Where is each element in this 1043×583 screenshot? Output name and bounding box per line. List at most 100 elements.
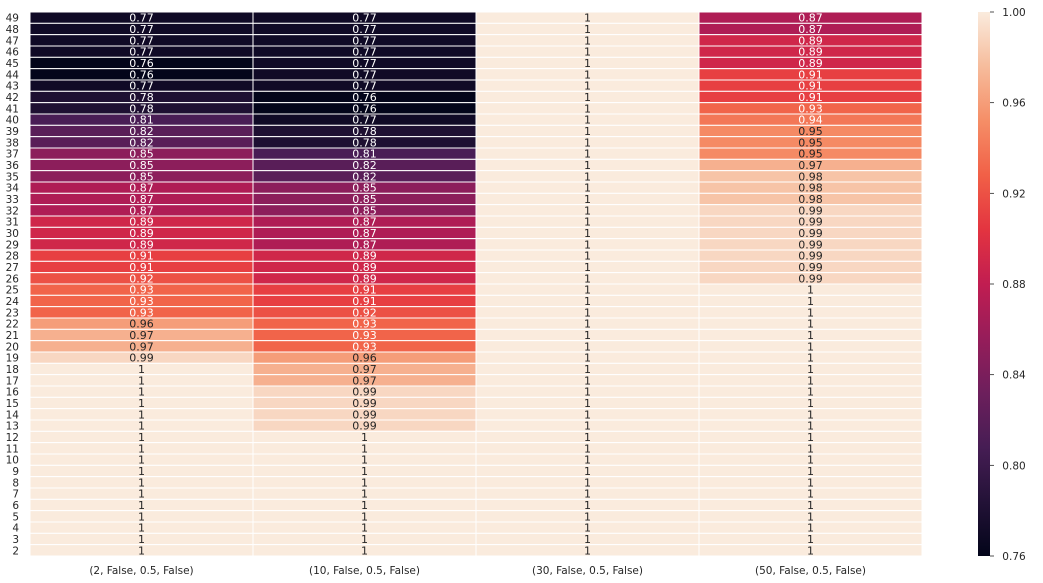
cell-value-label: 0.95: [798, 125, 823, 138]
y-tick-label: 44: [6, 69, 20, 81]
y-tick-label: 5: [12, 511, 19, 523]
y-tick-label: 23: [6, 307, 19, 319]
cell-value-label: 0.85: [129, 170, 154, 183]
cell-value-label: 1: [138, 374, 145, 387]
cell-value-label: 1: [584, 374, 591, 387]
cell-value-label: 0.99: [798, 204, 823, 217]
cell-value-label: 1: [584, 193, 591, 206]
cell-value-label: 0.77: [129, 46, 154, 59]
cell-value-label: 1: [361, 499, 368, 512]
cell-value-label: 1: [584, 510, 591, 523]
cell-value-label: 0.87: [798, 23, 823, 36]
cell-value-label: 1: [584, 488, 591, 501]
cell-value-label: 0.76: [129, 57, 154, 70]
cell-value-label: 1: [584, 159, 591, 172]
cell-value-label: 0.96: [352, 352, 377, 365]
y-tick-label: 31: [6, 217, 19, 229]
y-tick-label: 34: [6, 183, 20, 195]
y-tick-label: 9: [12, 466, 19, 478]
cell-value-label: 0.77: [129, 80, 154, 93]
cell-value-label: 1: [584, 306, 591, 319]
cell-value-label: 1: [584, 102, 591, 115]
cell-value-label: 0.89: [352, 250, 377, 263]
cell-value-label: 0.85: [352, 182, 377, 195]
cell-value-label: 1: [361, 442, 368, 455]
cell-value-label: 0.85: [352, 193, 377, 206]
y-tick-label: 33: [6, 194, 19, 206]
cell-value-label: 0.77: [129, 34, 154, 47]
cell-value-label: 1: [584, 499, 591, 512]
cell-value-label: 1: [584, 227, 591, 240]
colorbar-tick-label: 0.88: [1002, 279, 1025, 291]
cell-value-label: 1: [584, 216, 591, 229]
y-tick-label: 30: [6, 228, 19, 240]
cell-value-label: 1: [584, 340, 591, 353]
y-tick-label: 42: [6, 92, 19, 104]
y-tick-label: 26: [6, 273, 20, 285]
cell-value-label: 0.98: [798, 170, 823, 183]
y-tick-label: 48: [6, 24, 19, 36]
cell-value-label: 0.91: [129, 261, 154, 274]
cell-value-label: 1: [807, 522, 814, 535]
cell-value-label: 0.78: [352, 136, 377, 149]
cell-value-label: 1: [138, 488, 145, 501]
cell-value-label: 0.99: [352, 420, 377, 433]
cell-value-label: 0.97: [798, 159, 823, 172]
cell-value-label: 1: [807, 420, 814, 433]
cell-value-label: 1: [584, 544, 591, 557]
y-tick-label: 19: [6, 353, 19, 365]
y-tick-label: 11: [6, 443, 19, 455]
cell-value-label: 1: [807, 488, 814, 501]
cell-value-label: 1: [584, 408, 591, 421]
cell-value-label: 0.82: [129, 125, 154, 138]
cell-value-label: 1: [584, 204, 591, 217]
cell-value-label: 0.91: [352, 295, 377, 308]
y-tick-label: 35: [6, 171, 19, 183]
cell-value-label: 1: [584, 352, 591, 365]
cell-value-label: 0.89: [129, 227, 154, 240]
cell-value-label: 0.87: [352, 216, 377, 229]
cell-value-label: 1: [138, 363, 145, 376]
cell-value-label: 1: [138, 454, 145, 467]
cell-value-label: 1: [807, 544, 814, 557]
cell-value-label: 0.77: [352, 57, 377, 70]
cell-value-label: 0.89: [798, 46, 823, 59]
cell-value-label: 0.87: [129, 182, 154, 195]
cell-value-label: 1: [807, 533, 814, 546]
y-tick-label: 36: [6, 160, 20, 172]
colorbar-gradient: [978, 12, 990, 556]
cell-value-label: 1: [361, 476, 368, 489]
cell-value-label: 0.97: [352, 374, 377, 387]
cell-value-label: 1: [584, 454, 591, 467]
x-tick-label: (10, False, 0.5, False): [309, 565, 420, 577]
cell-value-label: 0.96: [129, 318, 154, 331]
cell-value-label: 0.92: [129, 272, 154, 285]
cell-value-label: 1: [807, 408, 814, 421]
cell-value-label: 1: [361, 510, 368, 523]
cell-value-label: 0.78: [352, 125, 377, 138]
y-tick-label: 18: [6, 364, 19, 376]
y-tick-label: 12: [6, 432, 19, 444]
cell-value-label: 1: [584, 397, 591, 410]
y-tick-label: 47: [6, 35, 19, 47]
cell-value-label: 0.92: [352, 306, 377, 319]
cell-value-label: 1: [584, 363, 591, 376]
cell-value-label: 0.99: [352, 386, 377, 399]
cell-value-label: 1: [807, 454, 814, 467]
cell-value-label: 1: [584, 476, 591, 489]
cell-value-label: 0.77: [352, 80, 377, 93]
cell-value-label: 0.98: [798, 193, 823, 206]
cell-value-label: 0.91: [798, 80, 823, 93]
cell-value-label: 1: [584, 34, 591, 47]
x-tick-label: (50, False, 0.5, False): [755, 565, 866, 577]
heatmap-cell: [698, 544, 923, 557]
cell-value-label: 1: [361, 465, 368, 478]
cell-value-label: 0.97: [129, 340, 154, 353]
cell-value-label: 1: [584, 91, 591, 104]
heatmap-cell-labels: 0.77 0.77 1 0.870.77 0.77 1 0.870.77 0.77 1 0.890…: [129, 12, 823, 558]
cell-value-label: 1: [138, 397, 145, 410]
cell-value-label: 1: [138, 420, 145, 433]
cell-value-label: 0.87: [352, 227, 377, 240]
cell-value-label: 1: [807, 510, 814, 523]
cell-value-label: 1: [584, 23, 591, 36]
